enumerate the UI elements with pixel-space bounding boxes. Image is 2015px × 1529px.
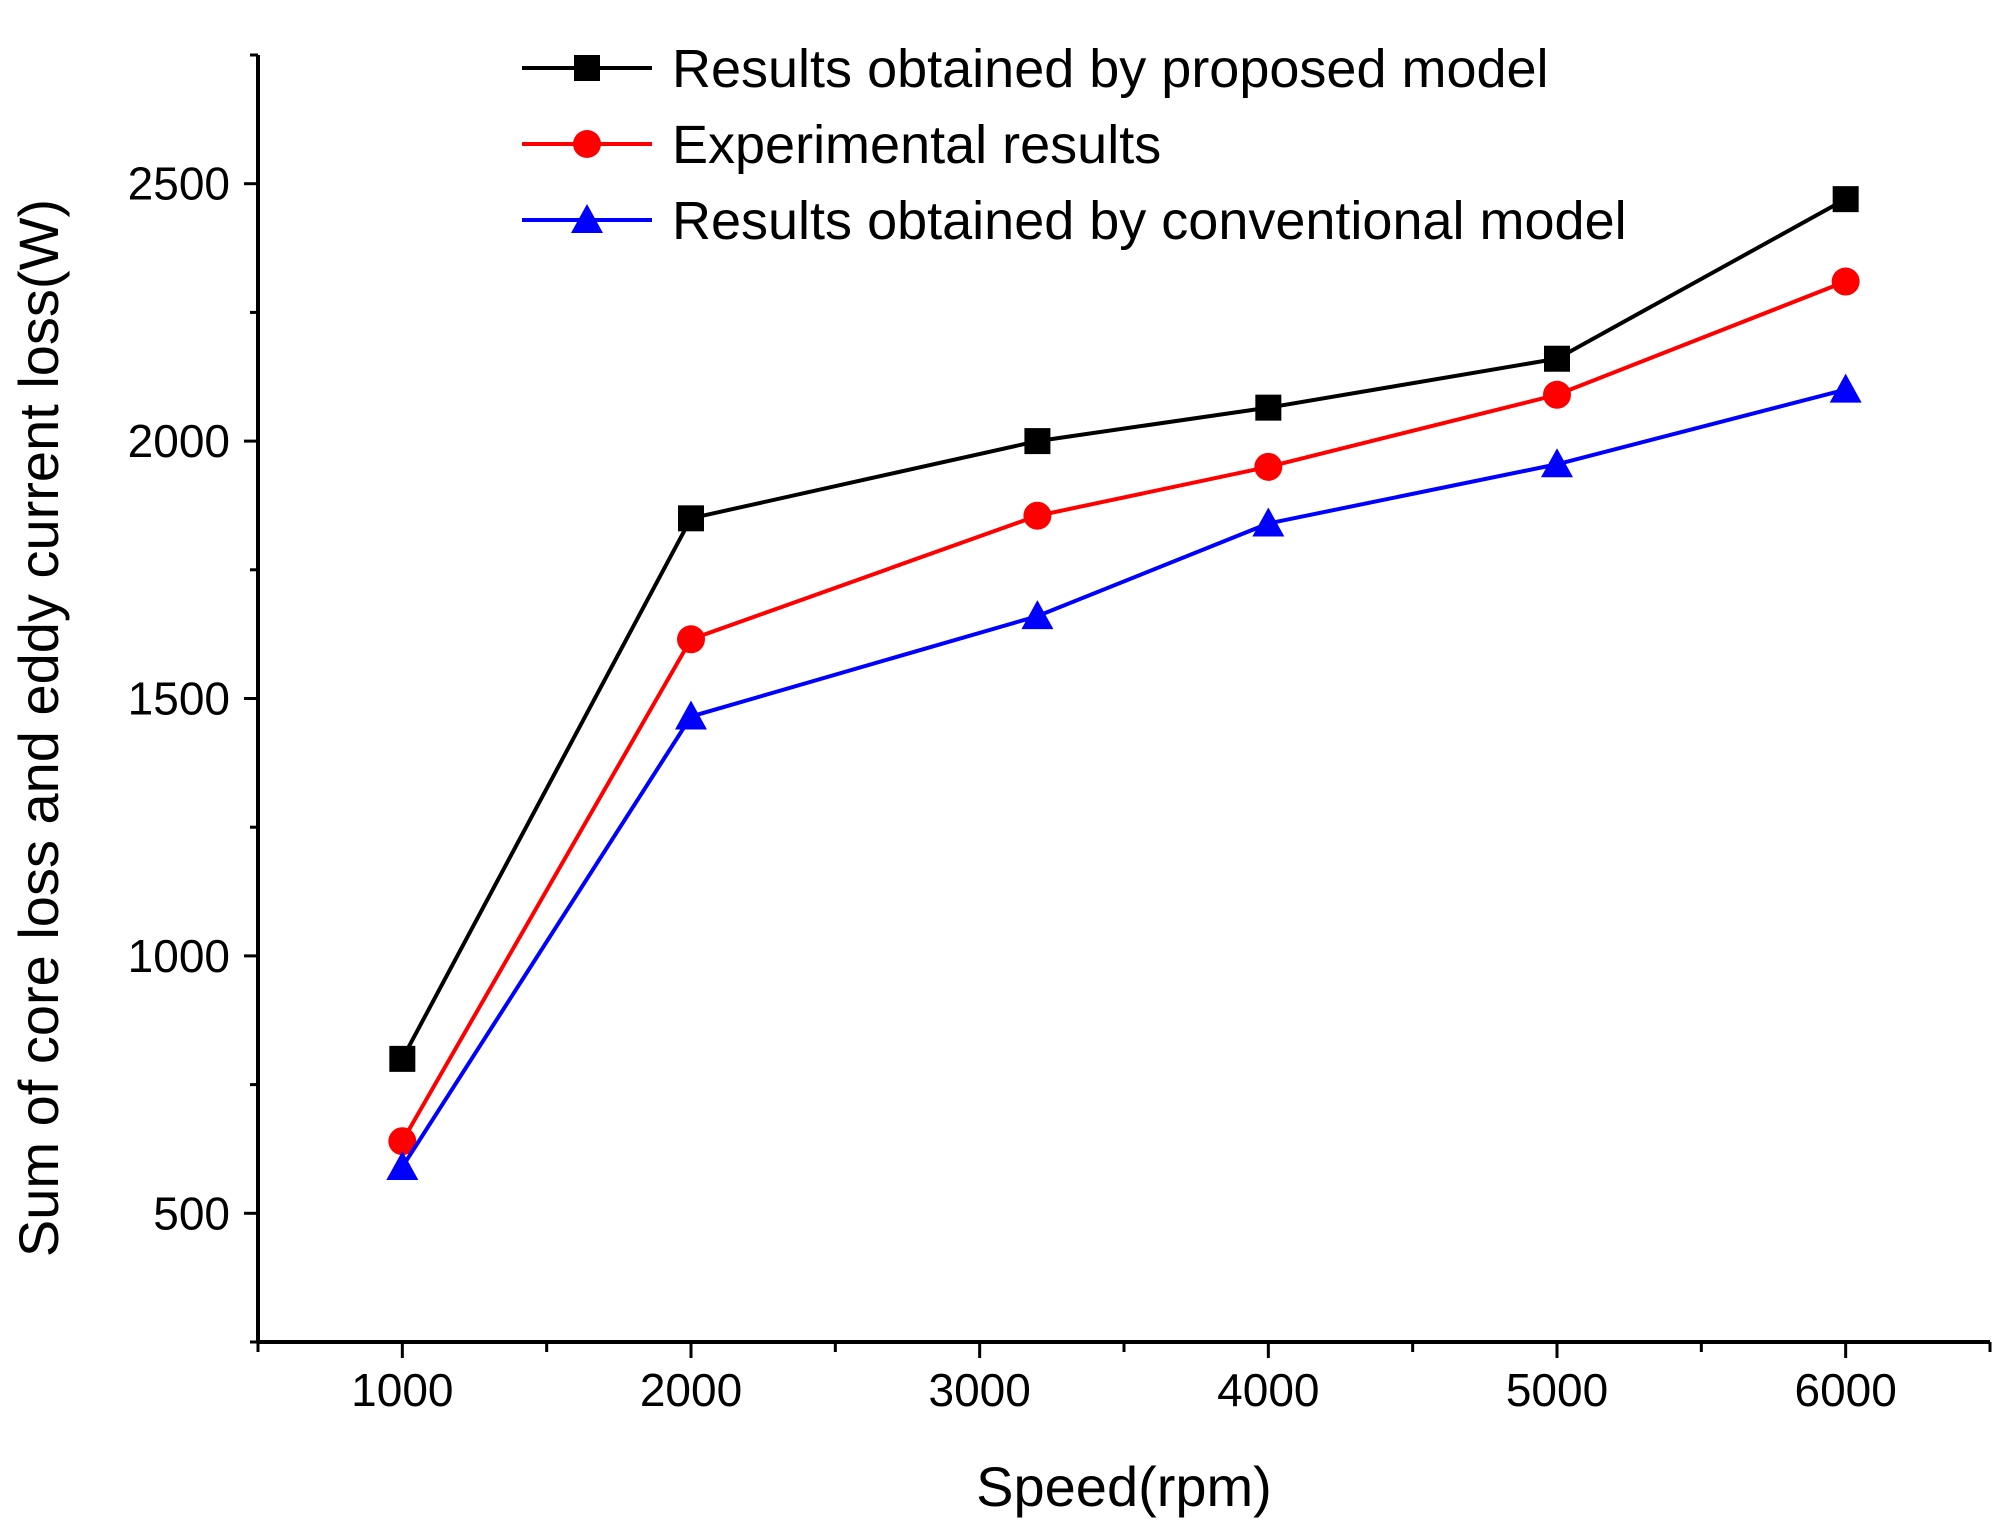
data-point-triangle <box>675 700 707 730</box>
legend-entry: Results obtained by conventional model <box>522 191 1627 251</box>
series-1 <box>389 186 1859 1072</box>
y-tick-label: 1000 <box>128 930 230 982</box>
y-tick-label: 500 <box>153 1187 230 1239</box>
x-ticks: 1000 2000 3000 4000 5000 6000 <box>256 1342 1992 1416</box>
legend-entry: Results obtained by proposed model <box>522 39 1549 99</box>
legend-label: Experimental results <box>672 115 1161 175</box>
series-line <box>400 197 1847 1060</box>
series-3 <box>386 373 1862 1180</box>
series-layer <box>386 186 1862 1180</box>
data-point-square <box>1024 428 1051 455</box>
series-2 <box>388 267 1860 1156</box>
y-axis-label: Sum of core loss and eddy current loss(W… <box>7 199 70 1257</box>
data-point-circle <box>1023 501 1052 530</box>
data-point-circle <box>1254 452 1283 481</box>
data-point-circle <box>677 625 705 654</box>
series-line <box>400 279 1847 1143</box>
y-tick-label: 2000 <box>128 415 230 467</box>
y-tick-label: 1500 <box>128 673 230 725</box>
x-tick-label: 2000 <box>640 1364 742 1416</box>
legend-marker-triangle <box>571 204 603 233</box>
data-point-triangle <box>1829 373 1862 403</box>
data-point-triangle <box>1252 507 1285 537</box>
legend: Results obtained by proposed model Experi… <box>522 39 1627 251</box>
data-point-triangle <box>1021 600 1054 630</box>
data-point-square <box>1832 186 1859 213</box>
data-point-triangle <box>1541 448 1573 478</box>
legend-marker-square <box>574 55 600 81</box>
data-point-square <box>389 1045 416 1072</box>
series-line <box>400 387 1847 1169</box>
legend-entry: Experimental results <box>522 115 1161 175</box>
x-tick-label: 5000 <box>1506 1364 1608 1416</box>
x-tick-label: 3000 <box>928 1364 1030 1416</box>
x-tick-label: 1000 <box>351 1364 453 1416</box>
y-tick-label: 2500 <box>128 158 230 210</box>
data-point-square <box>678 505 704 532</box>
data-point-circle <box>1543 380 1571 409</box>
data-point-triangle <box>386 1150 419 1180</box>
legend-marker-circle <box>573 130 601 158</box>
axes: 500 1000 1500 2000 2500 1000 2000 3000 4000 5000… <box>128 53 1992 1416</box>
legend-label: Results obtained by proposed model <box>672 39 1549 99</box>
data-point-circle <box>1831 267 1860 296</box>
legend-label: Results obtained by conventional model <box>672 191 1627 251</box>
data-point-square <box>1544 345 1570 372</box>
x-axis-label: Speed(rpm) <box>976 1455 1272 1518</box>
x-tick-label: 6000 <box>1794 1364 1896 1416</box>
data-point-square <box>1255 394 1282 421</box>
data-point-circle <box>388 1127 417 1156</box>
x-tick-label: 4000 <box>1217 1364 1319 1416</box>
y-ticks: 500 1000 1500 2000 2500 <box>128 53 258 1344</box>
